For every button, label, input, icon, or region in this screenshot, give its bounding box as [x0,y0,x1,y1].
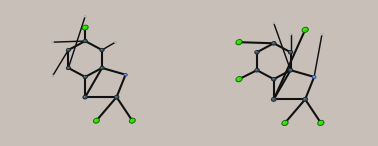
Ellipse shape [101,67,102,68]
Ellipse shape [321,34,324,35]
Ellipse shape [82,25,88,30]
Ellipse shape [66,66,70,70]
Ellipse shape [321,34,323,35]
Ellipse shape [67,67,71,70]
Ellipse shape [52,41,54,43]
Ellipse shape [83,96,88,99]
Ellipse shape [84,40,88,43]
Ellipse shape [66,48,70,52]
Ellipse shape [100,66,104,70]
Ellipse shape [101,49,102,50]
Ellipse shape [313,76,316,79]
Ellipse shape [273,23,275,24]
Ellipse shape [289,69,291,70]
Ellipse shape [290,34,292,35]
Ellipse shape [115,41,116,43]
Ellipse shape [100,48,104,52]
Ellipse shape [94,119,96,121]
Ellipse shape [271,97,276,101]
Ellipse shape [288,68,293,72]
Ellipse shape [312,75,316,78]
Ellipse shape [303,28,305,30]
Ellipse shape [313,76,314,77]
Ellipse shape [272,78,276,81]
Ellipse shape [303,97,308,101]
Ellipse shape [52,42,54,43]
Ellipse shape [83,39,87,43]
Ellipse shape [289,51,293,55]
Ellipse shape [83,26,85,28]
Ellipse shape [236,40,242,45]
Ellipse shape [115,42,117,43]
Ellipse shape [130,119,132,121]
Ellipse shape [115,96,119,99]
Ellipse shape [236,40,243,45]
Ellipse shape [272,42,276,46]
Ellipse shape [52,75,53,76]
Ellipse shape [282,121,288,126]
Ellipse shape [283,121,285,123]
Ellipse shape [318,120,324,126]
Ellipse shape [256,51,257,52]
Ellipse shape [85,16,87,18]
Ellipse shape [83,26,88,31]
Ellipse shape [272,78,274,79]
Ellipse shape [84,76,88,79]
Ellipse shape [130,119,136,124]
Ellipse shape [100,49,105,52]
Ellipse shape [84,16,86,17]
Ellipse shape [256,69,257,70]
Ellipse shape [272,98,274,99]
Ellipse shape [124,74,128,77]
Ellipse shape [84,40,85,41]
Ellipse shape [255,68,259,72]
Ellipse shape [52,75,54,77]
Ellipse shape [94,119,100,124]
Ellipse shape [282,120,288,126]
Ellipse shape [83,95,87,99]
Ellipse shape [124,74,125,75]
Ellipse shape [271,77,276,81]
Ellipse shape [303,98,308,102]
Ellipse shape [114,95,119,99]
Ellipse shape [115,96,117,97]
Ellipse shape [237,41,239,42]
Ellipse shape [272,98,277,102]
Ellipse shape [236,77,243,82]
Ellipse shape [319,121,321,123]
Ellipse shape [255,51,260,55]
Ellipse shape [237,78,239,79]
Ellipse shape [84,96,85,97]
Ellipse shape [124,73,127,76]
Ellipse shape [302,28,309,33]
Ellipse shape [129,118,135,123]
Ellipse shape [100,67,105,70]
Ellipse shape [236,77,242,82]
Ellipse shape [83,75,87,79]
Ellipse shape [273,22,275,24]
Ellipse shape [289,69,293,72]
Ellipse shape [67,49,68,50]
Ellipse shape [289,51,291,52]
Ellipse shape [255,69,260,72]
Ellipse shape [271,41,276,45]
Ellipse shape [52,75,54,77]
Ellipse shape [272,42,274,43]
Ellipse shape [67,49,71,52]
Ellipse shape [318,121,324,126]
Ellipse shape [304,98,305,99]
Ellipse shape [93,118,99,123]
Ellipse shape [302,27,308,32]
Ellipse shape [255,50,259,54]
Ellipse shape [67,67,68,68]
Ellipse shape [288,50,293,54]
Ellipse shape [290,34,291,35]
Ellipse shape [84,76,85,77]
